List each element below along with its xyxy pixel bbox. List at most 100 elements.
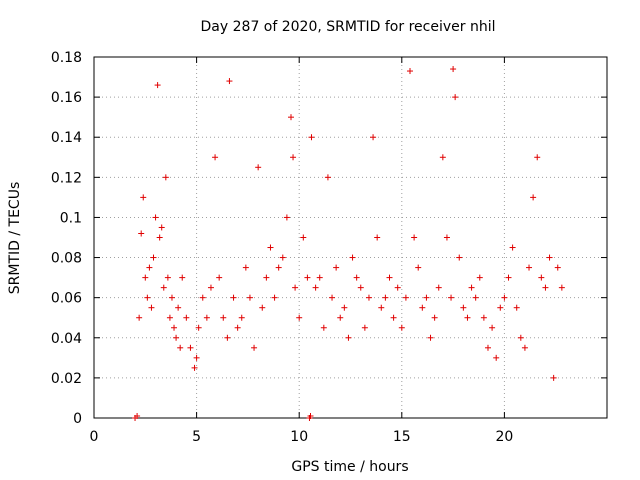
data-point bbox=[329, 294, 336, 301]
axis-ticks: 0 0.02 0.04 0.06 0.08 0.1 0.12 0.14 0.16 0.18 0 5 10… bbox=[51, 50, 607, 445]
y-tick-label: 0.06 bbox=[51, 291, 82, 307]
data-point bbox=[476, 274, 483, 281]
y-tick-label: 0.12 bbox=[51, 170, 82, 186]
data-point bbox=[195, 324, 202, 331]
data-point bbox=[290, 154, 297, 161]
data-point bbox=[546, 254, 553, 261]
data-point bbox=[517, 334, 524, 341]
data-point bbox=[534, 154, 541, 161]
x-tick-label: 10 bbox=[290, 429, 308, 445]
data-point bbox=[431, 314, 438, 321]
data-point bbox=[558, 284, 565, 291]
data-point bbox=[398, 324, 405, 331]
x-tick-label: 20 bbox=[495, 429, 513, 445]
data-point bbox=[320, 324, 327, 331]
data-point bbox=[333, 264, 340, 271]
data-point bbox=[134, 412, 141, 419]
data-point bbox=[472, 294, 479, 301]
data-point bbox=[154, 82, 161, 89]
data-point bbox=[419, 304, 426, 311]
data-point bbox=[530, 194, 537, 201]
data-point bbox=[238, 314, 245, 321]
data-point bbox=[287, 114, 294, 121]
data-point bbox=[443, 234, 450, 241]
data-point bbox=[439, 154, 446, 161]
data-point bbox=[493, 354, 500, 361]
data-point bbox=[542, 284, 549, 291]
data-point bbox=[415, 264, 422, 271]
data-point bbox=[158, 224, 165, 231]
data-point bbox=[353, 274, 360, 281]
data-point bbox=[324, 174, 331, 181]
data-point bbox=[199, 294, 206, 301]
data-point bbox=[279, 254, 286, 261]
data-point bbox=[304, 274, 311, 281]
data-point bbox=[427, 334, 434, 341]
data-point bbox=[168, 294, 175, 301]
data-point bbox=[386, 274, 393, 281]
data-point bbox=[164, 274, 171, 281]
data-point bbox=[341, 304, 348, 311]
data-point bbox=[220, 314, 227, 321]
data-point bbox=[538, 274, 545, 281]
data-point bbox=[177, 344, 184, 351]
y-tick-label: 0.08 bbox=[51, 251, 82, 267]
data-point bbox=[394, 284, 401, 291]
y-tick-label: 0.02 bbox=[51, 371, 82, 387]
data-point bbox=[187, 344, 194, 351]
data-point bbox=[224, 334, 231, 341]
data-point bbox=[435, 284, 442, 291]
data-point bbox=[337, 314, 344, 321]
data-point bbox=[370, 134, 377, 141]
data-point bbox=[146, 264, 153, 271]
data-point bbox=[152, 214, 159, 221]
data-point bbox=[361, 324, 368, 331]
data-point bbox=[156, 234, 163, 241]
data-point bbox=[374, 234, 381, 241]
data-point bbox=[365, 294, 372, 301]
data-point bbox=[191, 364, 198, 371]
data-point bbox=[312, 284, 319, 291]
y-tick-label: 0.18 bbox=[51, 50, 82, 66]
x-tick-label: 15 bbox=[393, 429, 411, 445]
data-point bbox=[452, 94, 459, 101]
data-point bbox=[234, 324, 241, 331]
data-point bbox=[296, 314, 303, 321]
data-point bbox=[450, 66, 457, 73]
data-point bbox=[271, 294, 278, 301]
data-point bbox=[349, 254, 356, 261]
data-point bbox=[173, 334, 180, 341]
data-point bbox=[292, 284, 299, 291]
data-point bbox=[138, 230, 145, 237]
y-tick-label: 0 bbox=[73, 411, 82, 427]
x-tick-label: 5 bbox=[192, 429, 201, 445]
data-point bbox=[216, 274, 223, 281]
plot-frame bbox=[93, 56, 608, 419]
chart-title: Day 287 of 2020, SRMTID for receiver nhi… bbox=[201, 19, 496, 35]
data-point bbox=[484, 344, 491, 351]
data-point bbox=[468, 284, 475, 291]
data-point bbox=[267, 244, 274, 251]
data-point bbox=[193, 354, 200, 361]
data-point bbox=[407, 68, 414, 75]
data-point bbox=[489, 324, 496, 331]
data-point bbox=[480, 314, 487, 321]
data-point bbox=[259, 304, 266, 311]
data-point bbox=[554, 264, 561, 271]
data-point bbox=[497, 304, 504, 311]
data-point bbox=[142, 274, 149, 281]
data-point bbox=[300, 234, 307, 241]
data-point bbox=[526, 264, 533, 271]
data-point bbox=[456, 254, 463, 261]
x-tick-label: 0 bbox=[90, 429, 99, 445]
data-point bbox=[230, 294, 237, 301]
data-point bbox=[390, 314, 397, 321]
data-point bbox=[140, 194, 147, 201]
y-tick-label: 0.16 bbox=[51, 90, 82, 106]
data-point bbox=[212, 154, 219, 161]
data-point bbox=[316, 274, 323, 281]
data-point bbox=[423, 294, 430, 301]
data-point bbox=[460, 304, 467, 311]
data-point bbox=[263, 274, 270, 281]
data-point bbox=[251, 344, 258, 351]
